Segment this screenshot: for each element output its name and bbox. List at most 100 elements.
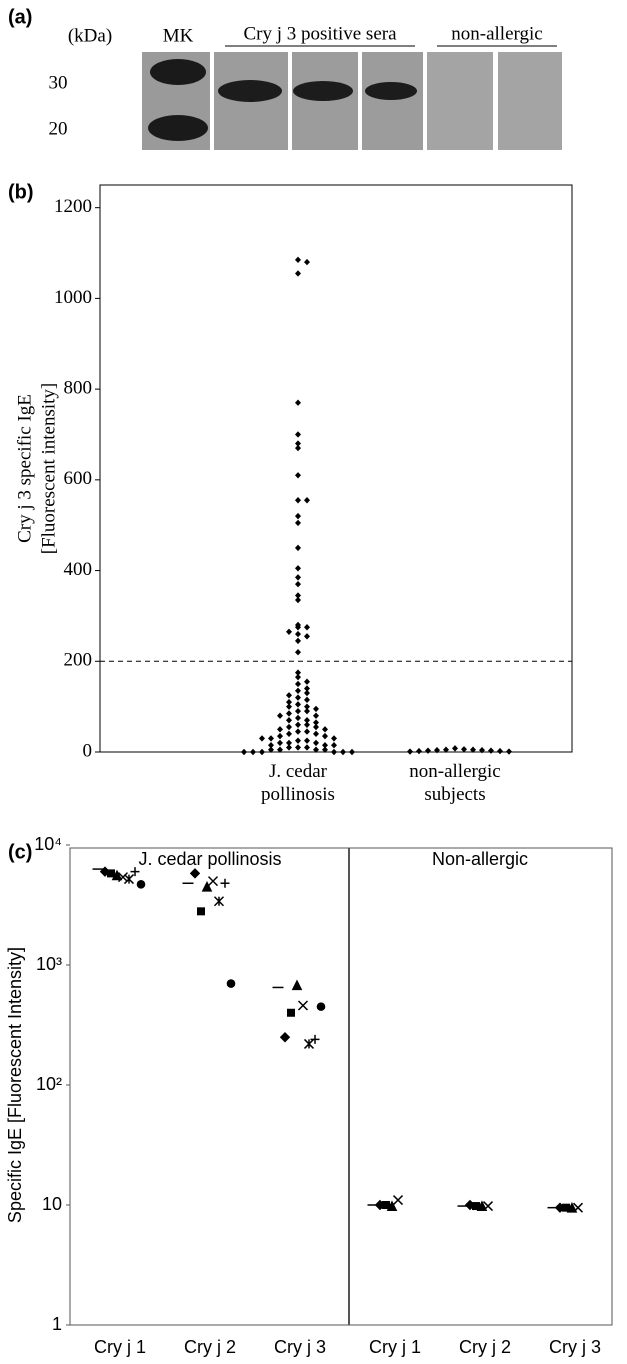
data-point bbox=[382, 1201, 390, 1209]
mw-label: 30 bbox=[49, 72, 68, 93]
data-point bbox=[295, 472, 301, 479]
data-point bbox=[213, 896, 225, 907]
data-point bbox=[295, 744, 301, 751]
data-point bbox=[295, 399, 301, 406]
y-tick-label: 400 bbox=[64, 559, 93, 580]
data-point bbox=[197, 907, 205, 916]
data-point bbox=[123, 874, 135, 885]
data-point bbox=[201, 880, 213, 892]
data-point bbox=[295, 565, 301, 572]
data-point bbox=[259, 735, 265, 742]
data-point bbox=[313, 723, 319, 731]
data-point bbox=[443, 746, 449, 753]
group-label: J. cedar pollinosis bbox=[138, 849, 281, 869]
data-point bbox=[295, 721, 301, 728]
data-point bbox=[286, 703, 292, 710]
data-point bbox=[313, 739, 319, 747]
data-point bbox=[295, 270, 301, 277]
data-point bbox=[322, 726, 328, 733]
y-tick-label: 1000 bbox=[54, 287, 92, 308]
data-point bbox=[287, 1008, 295, 1017]
data-point bbox=[452, 745, 458, 752]
panel-label: (c) bbox=[8, 841, 32, 863]
data-point bbox=[295, 519, 301, 527]
data-point bbox=[286, 692, 292, 699]
plot-frame bbox=[69, 847, 613, 1326]
data-point bbox=[295, 592, 301, 599]
data-point bbox=[304, 744, 310, 751]
data-point bbox=[304, 624, 310, 631]
data-point bbox=[295, 431, 301, 438]
x-tick-label: Cry j 2 bbox=[184, 1337, 236, 1357]
lane-label: MK bbox=[163, 25, 194, 46]
data-point bbox=[316, 1002, 326, 1011]
data-point bbox=[295, 669, 301, 676]
group-label: non-allergic bbox=[451, 23, 542, 44]
x-tick-label: Cry j 3 bbox=[274, 1337, 326, 1357]
data-point bbox=[295, 728, 301, 735]
blot bbox=[142, 52, 562, 150]
data-point bbox=[295, 737, 301, 744]
data-point bbox=[295, 444, 301, 452]
x-tick-label: Cry j 1 bbox=[94, 1337, 146, 1357]
data-point bbox=[416, 747, 422, 755]
y-axis-label: Specific IgE [Fluorescent Intensity] bbox=[5, 947, 25, 1223]
group-label: Cry j 3 positive sera bbox=[243, 23, 397, 44]
data-point bbox=[304, 703, 310, 710]
data-point bbox=[241, 748, 247, 756]
data-point bbox=[425, 747, 431, 754]
data-point bbox=[130, 867, 140, 877]
data-point bbox=[295, 707, 301, 715]
data-point bbox=[304, 685, 310, 692]
data-point bbox=[488, 747, 494, 754]
data-point bbox=[331, 741, 337, 749]
data-point bbox=[295, 440, 301, 447]
data-point bbox=[295, 574, 301, 581]
data-point bbox=[340, 748, 346, 756]
data-point bbox=[268, 735, 274, 742]
panel-label: (a) bbox=[8, 6, 32, 28]
y-tick-label: 10³ bbox=[36, 954, 62, 974]
x-tick-label: Cry j 3 bbox=[549, 1337, 601, 1357]
y-tick-label: 10² bbox=[36, 1074, 62, 1094]
data-point bbox=[250, 748, 256, 756]
data-point bbox=[295, 687, 301, 694]
data-point bbox=[295, 497, 301, 504]
data-point bbox=[304, 497, 310, 504]
data-point bbox=[295, 680, 301, 688]
data-point bbox=[295, 596, 301, 604]
y-tick-label: 0 bbox=[83, 740, 93, 761]
data-point bbox=[461, 746, 467, 753]
y-axis-label: [Fluorescent intensity] bbox=[38, 383, 59, 555]
data-point bbox=[482, 1201, 494, 1212]
data-point bbox=[291, 979, 303, 991]
data-point bbox=[304, 737, 310, 744]
unit-label: (kDa) bbox=[68, 25, 112, 46]
data-point bbox=[295, 701, 301, 708]
y-axis-label: Cry j 3 specific IgE bbox=[14, 394, 35, 543]
y-tick-label: 10⁴ bbox=[34, 834, 62, 854]
data-point bbox=[304, 633, 310, 640]
data-point bbox=[286, 628, 292, 635]
data-point bbox=[286, 739, 292, 747]
data-point bbox=[479, 746, 485, 754]
panel-label: (b) bbox=[8, 181, 34, 203]
data-point bbox=[476, 1200, 488, 1212]
data-point bbox=[407, 748, 413, 755]
data-point bbox=[304, 707, 310, 715]
data-point bbox=[313, 730, 319, 738]
x-tick-label: Cry j 2 bbox=[459, 1337, 511, 1357]
group-label: Non-allergic bbox=[432, 849, 528, 869]
data-point bbox=[304, 696, 310, 704]
data-point bbox=[331, 735, 337, 742]
data-point bbox=[277, 726, 283, 733]
data-point bbox=[497, 747, 503, 755]
data-point bbox=[313, 705, 319, 713]
data-point bbox=[286, 723, 292, 731]
y-tick-label: 200 bbox=[64, 650, 93, 671]
data-point bbox=[207, 876, 219, 887]
data-point bbox=[286, 744, 292, 751]
data-point bbox=[111, 869, 123, 881]
data-point bbox=[277, 739, 283, 747]
